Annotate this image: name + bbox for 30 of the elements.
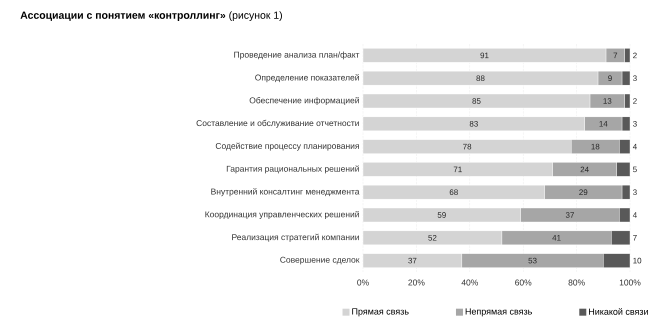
bar bbox=[363, 139, 572, 154]
bar bbox=[363, 230, 502, 246]
x-tick-label: 20% bbox=[408, 280, 425, 286]
y-tick-label: Обеспечение информацией bbox=[250, 96, 359, 106]
legend-label: Непрямая связь bbox=[466, 308, 532, 316]
bar bbox=[363, 94, 590, 108]
bar bbox=[363, 116, 585, 132]
bar bbox=[363, 71, 598, 86]
y-tick-label: Совершение сделок bbox=[280, 256, 360, 264]
x-tick-label: 60% bbox=[515, 280, 532, 286]
y-tick-label: Координация управленческих решений bbox=[205, 210, 359, 220]
bar bbox=[363, 185, 545, 200]
bar bbox=[363, 208, 521, 222]
y-tick-label: Реализация стратегий компании bbox=[232, 234, 359, 242]
x-tick-label: 40% bbox=[462, 280, 478, 286]
legend-label: Никакой связи bbox=[589, 308, 648, 315]
x-tick-label: 100% bbox=[620, 280, 641, 286]
bar bbox=[363, 162, 553, 177]
y-tick-label: Определение показателей bbox=[255, 74, 359, 82]
bar bbox=[363, 253, 462, 268]
x-tick-label: 80% bbox=[568, 280, 585, 286]
y-tick-label: Внутренний консалтинг менеджмента bbox=[211, 188, 360, 196]
y-tick-label: Гарантия рациональных решений bbox=[226, 165, 359, 174]
y-tick-label: Составление и обслуживание отчетности bbox=[196, 120, 359, 128]
text: Ассоциации с понятием «контроллинг» (рисунок 1) bbox=[20, 11, 282, 21]
bar bbox=[363, 48, 606, 63]
legend-label: Прямая связь bbox=[352, 308, 409, 316]
y-tick-label: Содействие процессу планирования bbox=[216, 142, 359, 151]
x-tick-label: 0% bbox=[357, 280, 369, 286]
y-tick-label: Проведение анализа план/факт bbox=[234, 51, 360, 60]
